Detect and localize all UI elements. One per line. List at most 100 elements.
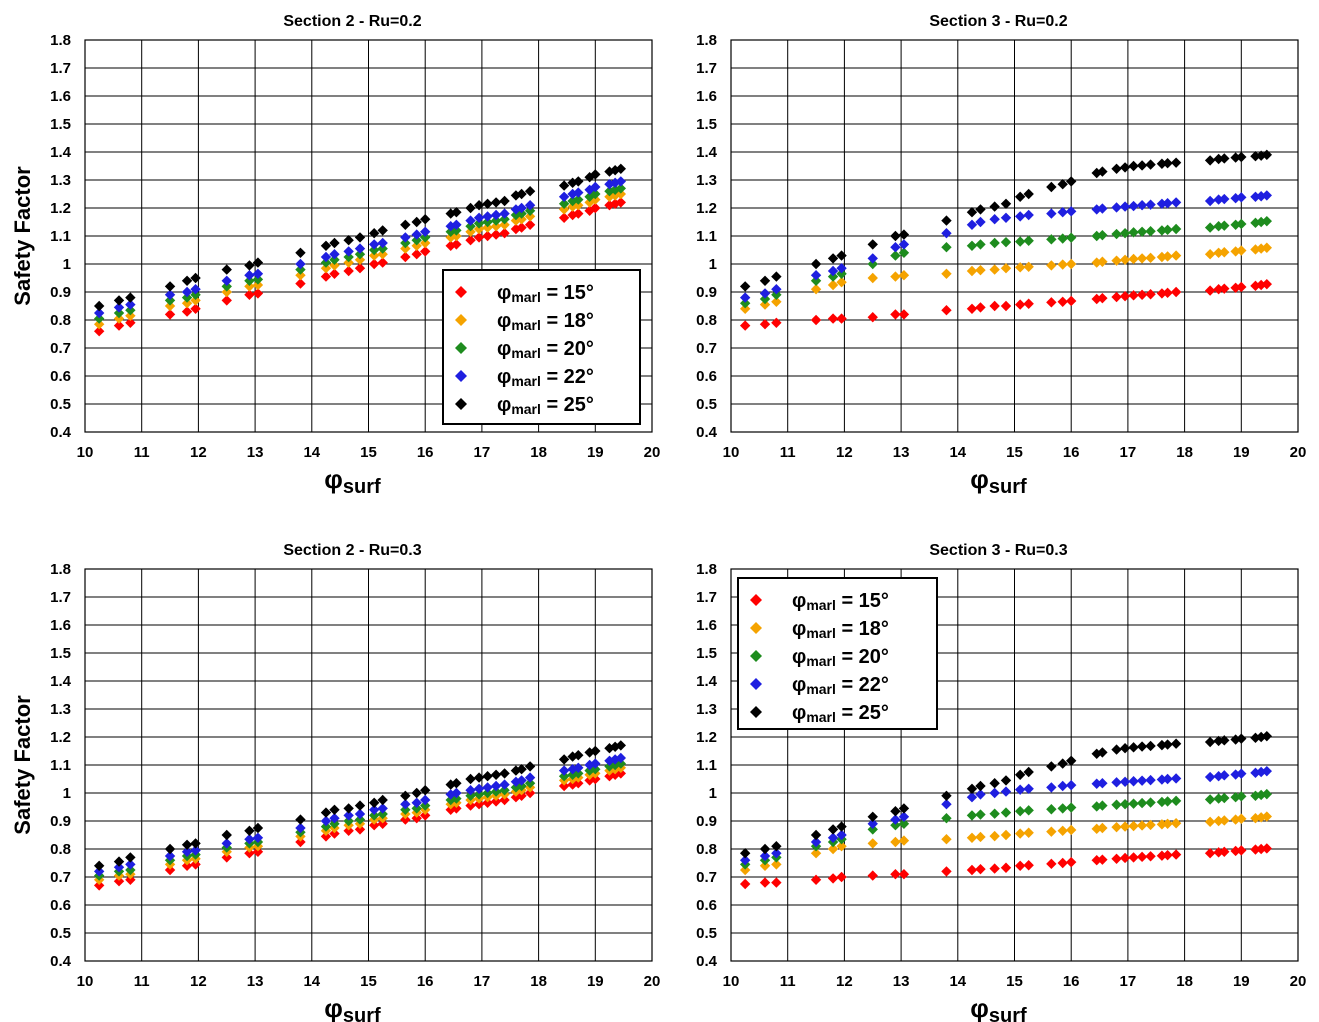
data-point (810, 258, 822, 270)
data-point (1204, 848, 1216, 859)
data-point (524, 186, 536, 197)
data-point (771, 877, 782, 888)
data-point (490, 215, 502, 226)
data-point (1162, 849, 1173, 861)
data-point (1000, 807, 1012, 818)
data-point (190, 303, 201, 314)
data-point (941, 834, 952, 845)
data-point (615, 176, 627, 187)
data-point (1128, 852, 1139, 863)
data-point (190, 289, 201, 300)
data-point (1111, 821, 1122, 833)
legend-entry-rest: = 25° (541, 394, 594, 416)
data-point (400, 243, 411, 254)
data-point (827, 824, 839, 835)
data-point (590, 764, 601, 775)
y-tick-label: 0.7 (50, 340, 71, 357)
series-2 (739, 811, 1273, 876)
legend: φmarl = 15°φmarl = 18°φmarl = 20°φmarl =… (737, 577, 938, 730)
x-tick-label: 13 (247, 973, 264, 990)
data-point (420, 810, 431, 821)
x-tick-label: 18 (530, 973, 547, 990)
data-point (1091, 204, 1102, 215)
data-point (1261, 811, 1273, 822)
data-point (465, 202, 476, 214)
data-point (181, 275, 193, 286)
legend-entry: φmarl = 22° (497, 366, 594, 389)
data-point (1119, 776, 1131, 787)
data-point (451, 230, 462, 242)
data-point (221, 838, 232, 849)
data-point (221, 295, 232, 306)
legend-marker (455, 314, 467, 326)
series-3 (739, 788, 1273, 870)
data-point (827, 843, 839, 855)
x-tick-label: 18 (1176, 973, 1193, 990)
data-point (451, 778, 462, 789)
data-point (558, 754, 570, 765)
data-point (941, 813, 952, 824)
data-point (1128, 253, 1139, 265)
data-point (490, 780, 502, 792)
data-point (989, 778, 1000, 789)
data-point (604, 761, 615, 772)
data-point (377, 257, 388, 268)
y-tick-label: 1.1 (50, 757, 71, 774)
data-point (810, 836, 822, 848)
data-point (465, 800, 476, 811)
data-point (1170, 773, 1182, 784)
data-point (320, 821, 332, 832)
legend-entry-rest: = 15° (541, 282, 594, 304)
data-point (1170, 795, 1182, 807)
data-point (377, 237, 388, 249)
data-point (320, 815, 332, 827)
data-point (615, 183, 627, 194)
data-point (1057, 825, 1068, 836)
data-point (377, 249, 388, 260)
y-tick-label: 0.8 (50, 841, 71, 858)
x-tick-label: 16 (1063, 973, 1080, 990)
data-point (989, 237, 1000, 249)
y-tick-label: 1.5 (696, 645, 717, 662)
data-point (1023, 261, 1034, 272)
y-axis-label: Safety Factor (10, 166, 35, 306)
legend-entry-main: φ (792, 590, 806, 612)
data-point (898, 229, 910, 240)
data-point (400, 814, 411, 825)
data-point (867, 824, 878, 835)
data-point (113, 307, 125, 319)
data-point (499, 785, 510, 796)
data-point (482, 787, 493, 799)
data-point (771, 271, 782, 282)
data-point (482, 771, 493, 782)
data-point (1046, 260, 1057, 271)
data-point (1000, 236, 1012, 248)
data-point (1046, 826, 1057, 837)
data-point (890, 230, 901, 242)
data-point (558, 204, 570, 215)
data-point (400, 219, 411, 230)
data-point (759, 843, 771, 855)
data-point (329, 828, 340, 839)
data-point (482, 797, 493, 808)
data-point (1261, 149, 1273, 160)
data-point (1119, 228, 1131, 239)
data-point (510, 782, 522, 793)
data-point (1255, 789, 1267, 801)
data-point (244, 260, 255, 271)
data-point (499, 794, 510, 806)
data-point (482, 198, 493, 209)
data-point (558, 191, 570, 202)
data-point (890, 869, 901, 880)
data-point (1145, 199, 1156, 210)
data-point (867, 253, 878, 264)
data-point (771, 841, 782, 852)
x-axis-label-main: φ (970, 993, 989, 1022)
data-point (739, 878, 751, 890)
data-point (609, 754, 621, 765)
y-tick-label: 1 (709, 785, 717, 802)
y-tick-label: 1.6 (50, 88, 71, 105)
data-point (1091, 823, 1102, 835)
data-point (1046, 782, 1057, 793)
legend-entry-sub: marl (806, 597, 836, 613)
